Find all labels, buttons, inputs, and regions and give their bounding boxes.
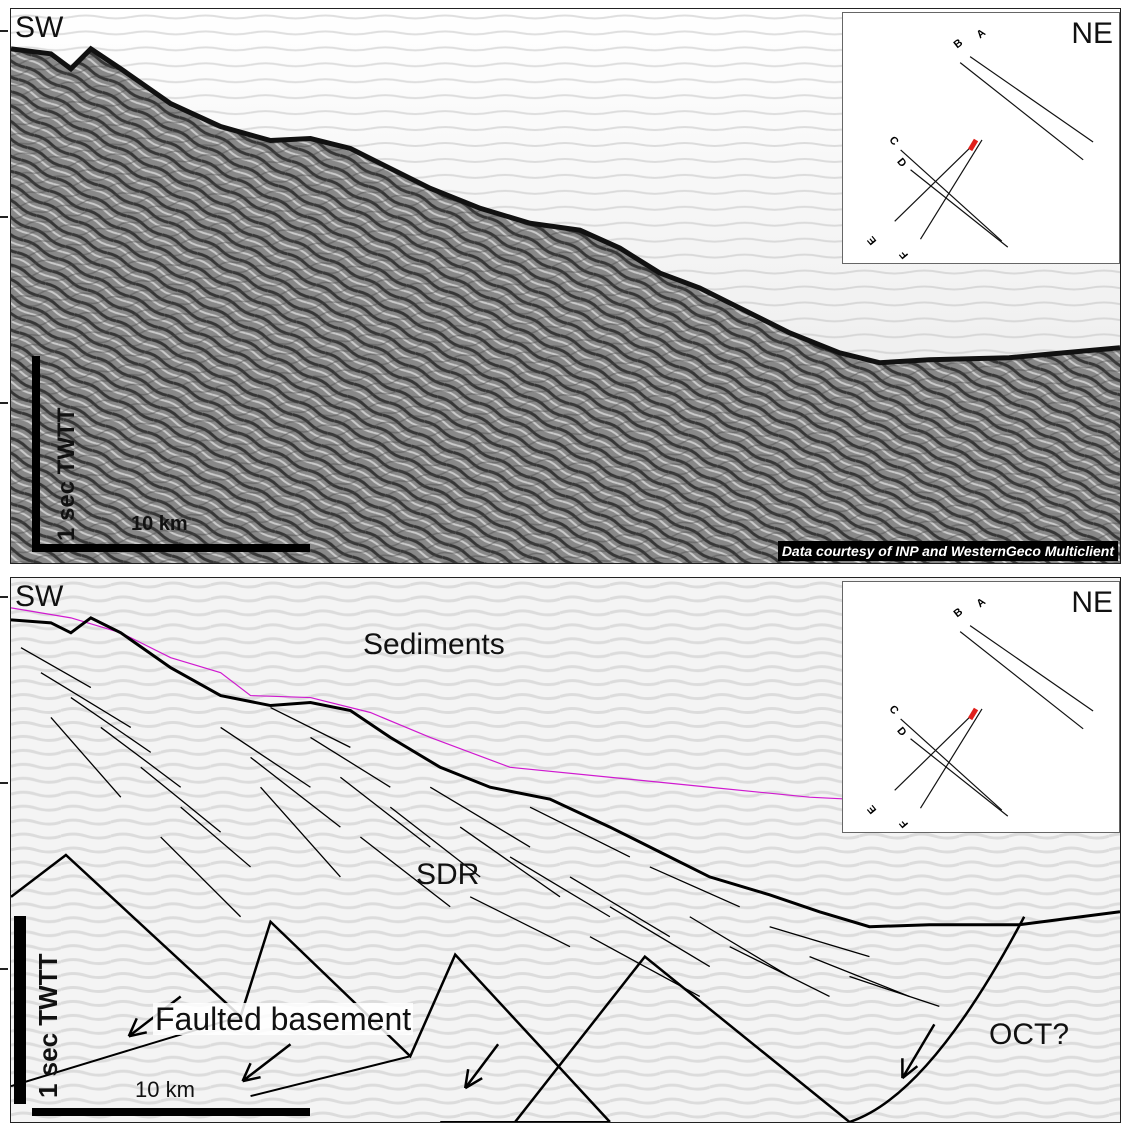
sw-label: SW [15,580,64,613]
oct-label: OCT? [989,1018,1070,1051]
axis-tick [0,968,8,970]
top-basement-line [11,616,1120,929]
data-credit: Data courtesy of INP and WesternGeco Mul… [777,541,1118,561]
location-inset-map: A B C D E F NE [842,581,1120,833]
line-label-c: C [886,134,900,148]
location-inset-map: A B C D E F NE [842,12,1120,264]
axis-tick [0,596,8,598]
axis-tick [0,216,8,218]
line-label-e: E [865,234,879,247]
axis-tick [0,782,8,784]
selected-line-highlight [967,138,979,152]
selected-line-highlight [967,707,979,721]
line-label-c: C [886,703,900,717]
sediments-label: Sediments [363,628,505,661]
interpretation-panel: SW A B C D E F NE Sediments SDR Faulted … [10,577,1121,1123]
line-label-d: D [894,156,908,170]
line-label-b: B [952,606,966,620]
line-label-f: F [897,248,911,261]
ne-label: NE [1071,17,1113,50]
seismic-section-panel: SW A B C D E F NE 1 sec TWTT 10 km Data … [10,8,1121,564]
sdr-reflectors [20,647,940,1008]
horizontal-scale-bar [32,544,310,552]
horizontal-scale-label: 10 km [135,1077,195,1102]
ne-label: NE [1071,586,1113,619]
axis-tick [0,402,8,404]
axis-tick [0,30,8,32]
vertical-scale-bar [32,356,40,544]
horizontal-scale-bar [32,1108,310,1116]
sdr-label: SDR [416,858,480,891]
vertical-scale-label: 1 sec TWTT [33,953,63,1098]
line-label-e: E [865,803,879,816]
line-label-b: B [952,37,966,51]
horizon-line [11,607,1120,803]
oct-boundary [514,916,1026,1122]
line-label-f: F [897,817,911,830]
vertical-scale-bar [14,916,26,1104]
vertical-scale-label: 1 sec TWTT [53,407,80,541]
fault-arrows [127,995,936,1090]
line-label-d: D [894,725,908,739]
basement-fault-blocks [11,853,611,1122]
sw-label: SW [15,11,64,44]
line-label-a: A [974,596,988,610]
line-label-a: A [974,27,988,41]
horizontal-scale-label: 10 km [131,513,188,535]
faulted-basement-label: Faulted basement [153,1001,414,1037]
seafloor-reflector [11,45,1120,366]
